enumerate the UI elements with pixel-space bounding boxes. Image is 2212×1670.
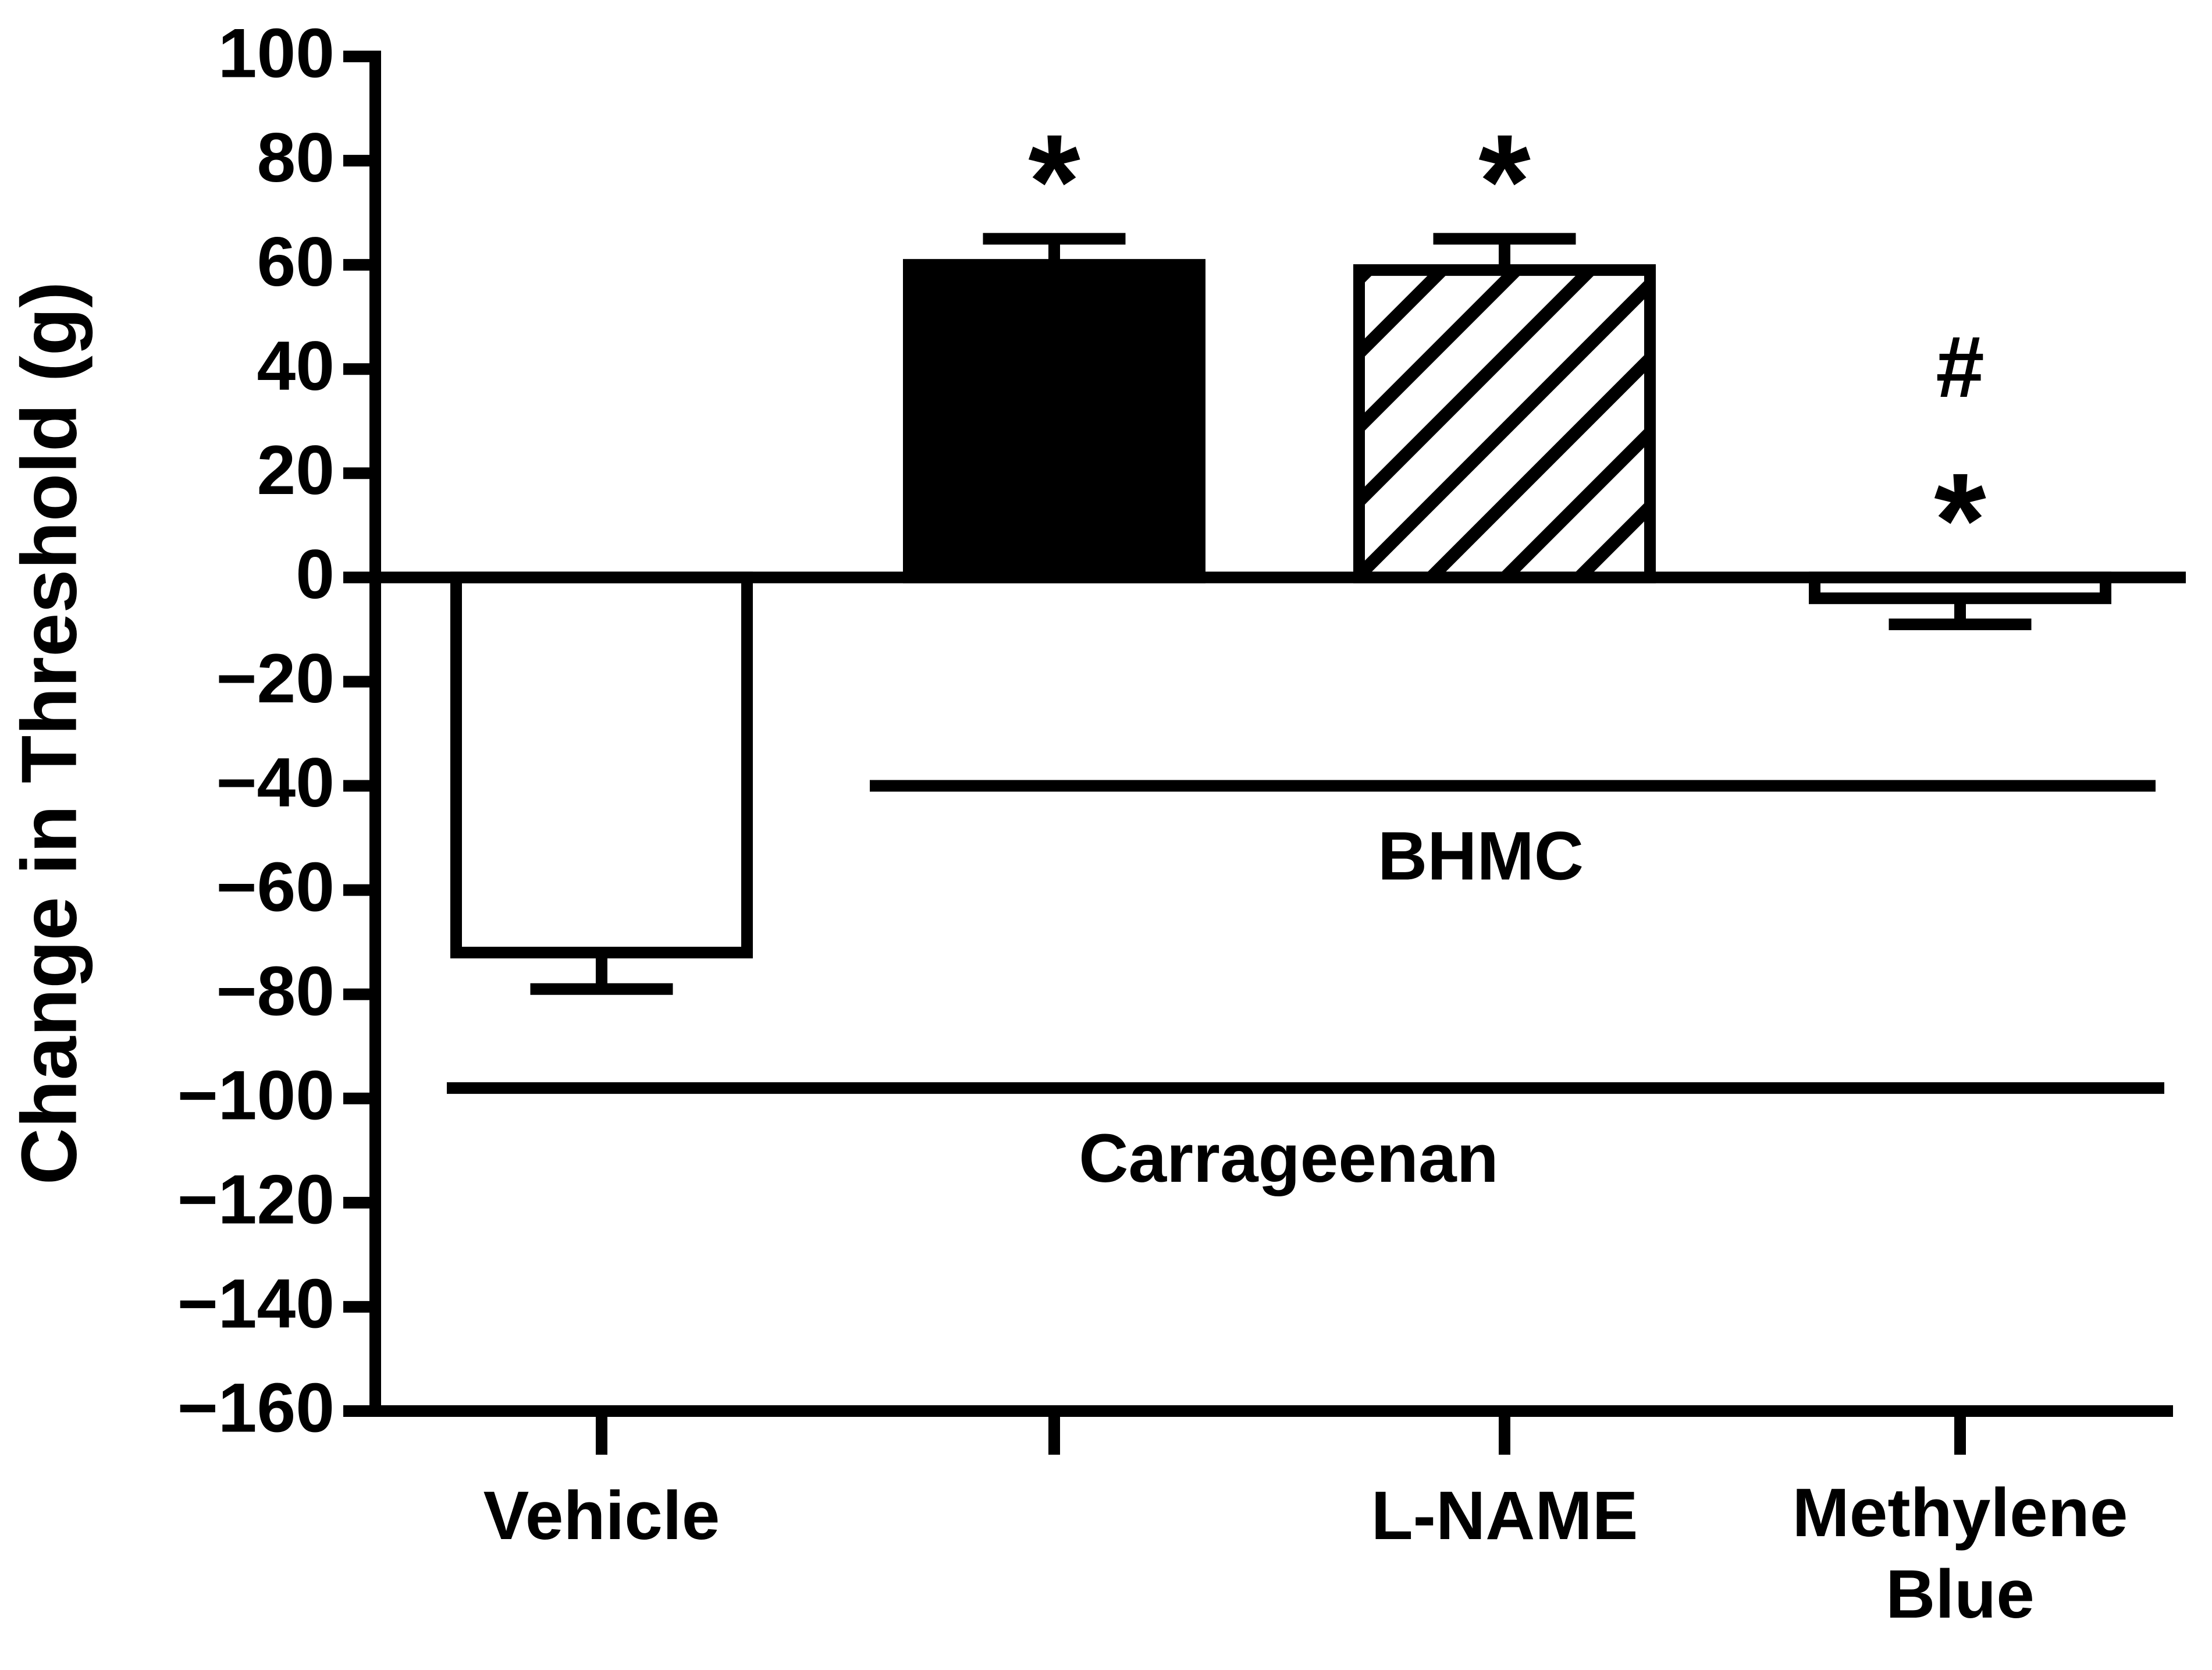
significance-marker: *: [1028, 106, 1080, 256]
y-tick-label: 60: [257, 223, 335, 301]
significance-marker: *: [1478, 106, 1531, 256]
group-label: BHMC: [1378, 818, 1584, 895]
y-tick-label: −40: [216, 744, 335, 822]
y-tick-label: 100: [218, 15, 335, 93]
bar: [903, 259, 1205, 584]
y-tick-label: −100: [177, 1056, 335, 1134]
x-tick-label: Methylene Blue: [1792, 1474, 2128, 1633]
y-tick-label: −80: [216, 952, 335, 1030]
group-label: Carrageenan: [1079, 1120, 1498, 1197]
y-tick-label: 40: [257, 327, 335, 405]
significance-marker: *: [1934, 445, 1986, 595]
y-tick-label: −20: [216, 639, 335, 717]
y-tick-label: −60: [216, 848, 335, 926]
y-tick-label: −160: [177, 1369, 335, 1447]
x-tick-label: L-NAME: [1371, 1477, 1638, 1554]
y-tick-label: 0: [296, 535, 335, 613]
y-tick-label: −140: [177, 1265, 335, 1343]
bar: [450, 571, 753, 959]
y-axis-title: Change in Threshold (g): [5, 282, 93, 1185]
x-tick-label: Vehicle: [483, 1477, 720, 1554]
y-tick-label: 20: [257, 431, 335, 509]
y-tick-label: 80: [257, 119, 335, 197]
bar: [1353, 264, 1656, 584]
significance-marker: #: [1936, 318, 1984, 415]
y-tick-label: −120: [177, 1161, 335, 1239]
